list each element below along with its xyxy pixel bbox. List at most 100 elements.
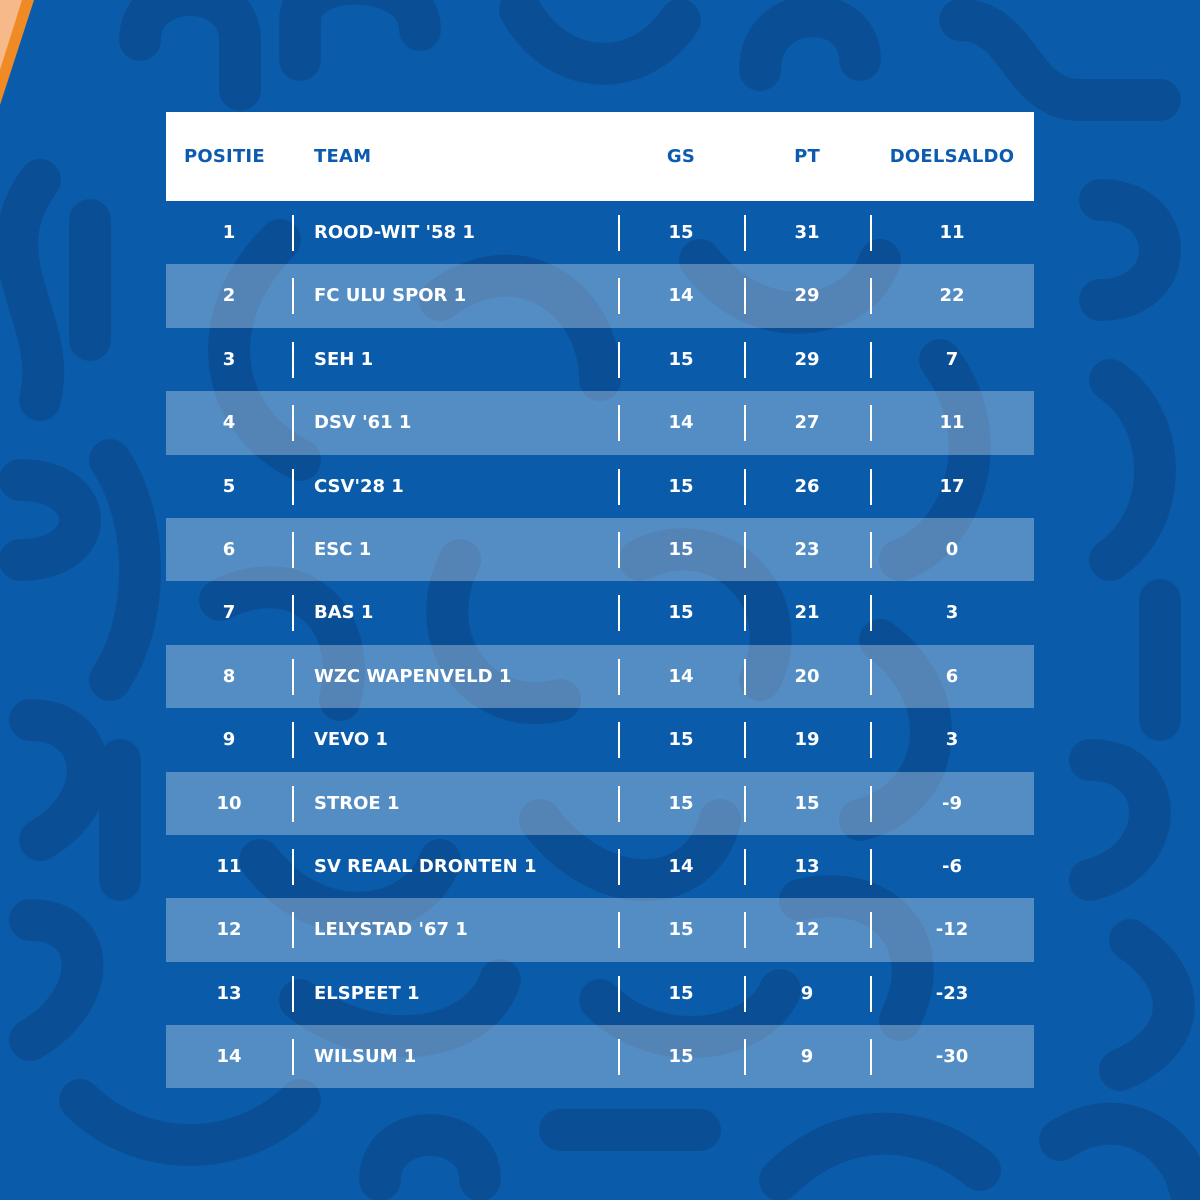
table-row: 10 STROE 1 15 15 -9 (166, 771, 1034, 835)
cell-team: WILSUM 1 (314, 1046, 417, 1068)
table-row: 3 SEH 1 15 29 7 (166, 328, 1034, 391)
column-divider (292, 341, 294, 378)
cell-doelsaldo: -30 (935, 1046, 969, 1068)
cell-pt: 26 (794, 475, 820, 497)
column-divider (744, 785, 746, 822)
column-divider (292, 975, 294, 1012)
cell-doelsaldo: 22 (939, 285, 965, 307)
table-row: 6 ESC 1 15 23 0 (166, 517, 1034, 582)
table-row: 8 WZC WAPENVELD 1 14 20 6 (166, 644, 1034, 709)
table-row: 5 CSV'28 1 15 26 17 (166, 455, 1034, 518)
column-divider (292, 1039, 294, 1076)
cell-pt: 21 (794, 602, 820, 624)
cell-position: 3 (222, 348, 236, 370)
cell-gs: 14 (668, 665, 694, 687)
cell-gs: 15 (668, 729, 694, 751)
cell-doelsaldo: -23 (935, 982, 969, 1004)
cell-doelsaldo: 11 (939, 412, 965, 434)
cell-position: 4 (222, 412, 236, 434)
header-gs: GS (666, 146, 696, 167)
column-divider (870, 912, 872, 949)
cell-pt: 12 (794, 919, 820, 941)
cell-pt: 9 (800, 1046, 814, 1068)
table-row: 14 WILSUM 1 15 9 -30 (166, 1025, 1034, 1089)
column-divider (618, 595, 620, 632)
cell-team: ESC 1 (314, 538, 372, 560)
column-divider (870, 975, 872, 1012)
column-divider (744, 975, 746, 1012)
column-divider (870, 595, 872, 632)
cell-team: LELYSTAD '67 1 (314, 919, 468, 941)
column-divider (292, 215, 294, 251)
cell-pt: 29 (794, 348, 820, 370)
cell-doelsaldo: -12 (935, 919, 969, 941)
column-divider (744, 278, 746, 315)
cell-gs: 15 (668, 348, 694, 370)
column-divider (870, 278, 872, 315)
column-divider (744, 531, 746, 568)
column-divider (744, 912, 746, 949)
column-divider (744, 848, 746, 885)
cell-gs: 15 (668, 602, 694, 624)
column-divider (744, 405, 746, 442)
cell-pt: 31 (794, 222, 820, 243)
column-divider (744, 215, 746, 251)
cell-team: VEVO 1 (314, 729, 388, 751)
column-divider (618, 1039, 620, 1076)
cell-gs: 14 (668, 855, 694, 877)
cell-doelsaldo: 3 (945, 729, 959, 751)
cell-gs: 15 (668, 792, 694, 814)
cell-doelsaldo: 3 (945, 602, 959, 624)
cell-doelsaldo: -9 (942, 792, 962, 814)
cell-position: 13 (216, 982, 242, 1004)
column-divider (618, 785, 620, 822)
column-divider (744, 1039, 746, 1076)
cell-position: 10 (216, 792, 242, 814)
cell-team: STROE 1 (314, 792, 400, 814)
cell-doelsaldo: 17 (939, 475, 965, 497)
column-divider (292, 468, 294, 505)
cell-gs: 15 (668, 982, 694, 1004)
table-row: 11 SV REAAL DRONTEN 1 14 13 -6 (166, 835, 1034, 898)
cell-doelsaldo: 0 (945, 538, 959, 560)
cell-position: 1 (222, 222, 236, 243)
column-divider (744, 341, 746, 378)
column-divider (870, 848, 872, 885)
cell-position: 9 (222, 729, 236, 751)
column-divider (292, 785, 294, 822)
column-divider (870, 658, 872, 695)
club-logo-corner (0, 0, 34, 105)
column-divider (618, 912, 620, 949)
column-divider (744, 658, 746, 695)
cell-position: 8 (222, 665, 236, 687)
cell-team: WZC WAPENVELD 1 (314, 665, 512, 687)
cell-pt: 23 (794, 538, 820, 560)
cell-position: 11 (216, 855, 242, 877)
cell-team: ELSPEET 1 (314, 982, 420, 1004)
column-divider (292, 531, 294, 568)
column-divider (618, 722, 620, 759)
table-row: 7 BAS 1 15 21 3 (166, 581, 1034, 644)
column-divider (870, 1039, 872, 1076)
cell-team: FC ULU SPOR 1 (314, 285, 467, 307)
column-divider (292, 912, 294, 949)
column-divider (292, 658, 294, 695)
column-divider (618, 658, 620, 695)
cell-gs: 14 (668, 285, 694, 307)
cell-doelsaldo: 11 (939, 222, 965, 243)
table-row: 9 VEVO 1 15 19 3 (166, 708, 1034, 771)
column-divider (870, 215, 872, 251)
table-row: 4 DSV '61 1 14 27 11 (166, 391, 1034, 455)
column-divider (618, 215, 620, 251)
cell-gs: 15 (668, 919, 694, 941)
column-divider (618, 278, 620, 315)
header-doelsaldo: DOELSALDO (889, 146, 1015, 167)
cell-gs: 15 (668, 475, 694, 497)
column-divider (618, 405, 620, 442)
header-team: TEAM (314, 146, 372, 167)
column-divider (618, 975, 620, 1012)
column-divider (870, 785, 872, 822)
column-divider (618, 848, 620, 885)
cell-pt: 9 (800, 982, 814, 1004)
